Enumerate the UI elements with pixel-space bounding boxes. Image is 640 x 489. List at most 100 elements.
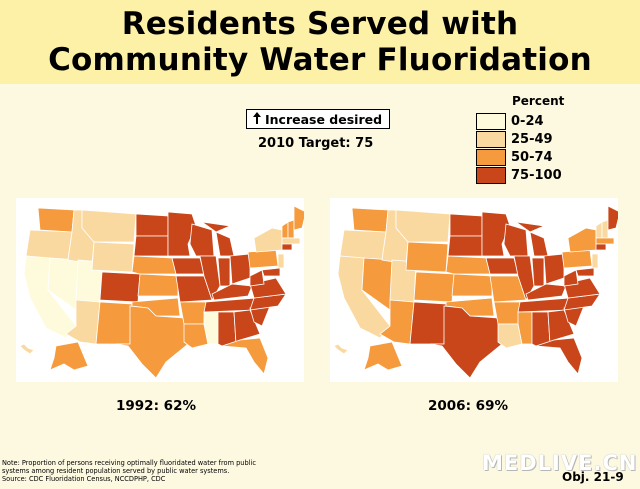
state-ma (595, 237, 615, 245)
footnote-line-3: Source: CDC Fluoridation Census, NCCDPHP… (2, 475, 166, 483)
state-or (25, 229, 73, 261)
state-mn (481, 211, 511, 257)
state-ar (493, 301, 521, 325)
state-ne (445, 255, 491, 275)
state-co (413, 271, 455, 303)
state-tx (115, 305, 189, 379)
state-ky (525, 283, 567, 301)
state-me (293, 205, 304, 231)
state-wa (37, 207, 75, 233)
state-in (531, 257, 545, 287)
state-ny (253, 227, 283, 253)
state-md (575, 267, 595, 277)
state-vt (595, 221, 603, 239)
state-tx (429, 305, 503, 379)
state-or (339, 229, 387, 261)
legend-swatch (476, 113, 506, 130)
state-me (607, 205, 618, 231)
state-sd (133, 235, 169, 257)
state-in (217, 257, 231, 287)
state-ms (517, 311, 533, 345)
state-nh (601, 219, 609, 239)
increase-desired-box: Increase desired (246, 109, 390, 129)
watermark: MEDLIVE.CN (482, 451, 638, 475)
target-label: 2010 Target: 75 (258, 136, 374, 151)
state-ks (137, 273, 179, 297)
state-wi (189, 223, 215, 257)
increase-desired-label: Increase desired (265, 112, 383, 127)
us-map-2006 (333, 205, 618, 379)
state-nm (409, 301, 447, 345)
state-ms (203, 311, 219, 345)
state-ak (49, 341, 89, 371)
state-vt (281, 221, 289, 239)
legend-label: 0-24 (511, 114, 544, 129)
legend-swatch (476, 167, 506, 184)
caption-1992: 1992: 62% (116, 398, 196, 414)
caption-2006: 2006: 69% (428, 398, 508, 414)
state-nj (277, 253, 285, 269)
state-ma (281, 237, 301, 245)
state-ky (211, 283, 253, 301)
state-nh (287, 219, 295, 239)
state-wy (405, 241, 449, 273)
legend-title: Percent (512, 94, 565, 108)
state-nm (95, 301, 133, 345)
legend-item-25-49: 25-49 (476, 131, 636, 149)
legend-item-50-74: 50-74 (476, 149, 636, 167)
state-ak (363, 341, 403, 371)
legend-swatch (476, 149, 506, 166)
state-la (497, 323, 523, 349)
title-line-1: Residents Served with (121, 6, 519, 42)
state-oh (229, 253, 251, 285)
state-ne (131, 255, 177, 275)
state-hi (19, 343, 35, 355)
state-oh (543, 253, 565, 285)
state-mt (81, 209, 137, 243)
state-mn (167, 211, 197, 257)
legend-label: 25-49 (511, 132, 553, 147)
state-la (183, 323, 209, 349)
state-fl (535, 337, 583, 375)
state-ia (485, 257, 519, 275)
legend-label: 75-100 (511, 168, 562, 183)
state-ct (595, 243, 607, 251)
slide-title: Residents Served with Community Water Fl… (0, 6, 640, 78)
state-co (99, 271, 141, 303)
state-wv (563, 269, 579, 287)
up-arrow-icon (253, 110, 261, 130)
state-wy (91, 241, 135, 273)
map-1992 (16, 198, 304, 382)
state-ia (171, 257, 205, 275)
state-md (261, 267, 281, 277)
state-fl (221, 337, 269, 375)
state-wi (503, 223, 529, 257)
state-nd (135, 213, 169, 237)
legend-swatch (476, 131, 506, 148)
state-al (217, 311, 237, 347)
state-sd (447, 235, 483, 257)
legend-label: 50-74 (511, 150, 553, 165)
footnote-line-1: Note: Proportion of persons receiving op… (2, 459, 256, 467)
legend-item-0-24: 0-24 (476, 113, 636, 131)
state-hi (333, 343, 349, 355)
title-line-2: Community Water Fluoridation (48, 42, 592, 78)
state-pa (561, 249, 593, 269)
footnote: Note: Proportion of persons receiving op… (2, 459, 332, 483)
state-ks (451, 273, 493, 297)
state-ar (179, 301, 207, 325)
state-pa (247, 249, 279, 269)
state-mt (395, 209, 451, 243)
state-al (531, 311, 551, 347)
state-nj (591, 253, 599, 269)
us-map-1992 (19, 205, 304, 379)
map-2006 (330, 198, 618, 382)
state-wa (351, 207, 389, 233)
state-ct (281, 243, 293, 251)
legend-item-75-100: 75-100 (476, 167, 636, 185)
state-ny (567, 227, 597, 253)
state-wv (249, 269, 265, 287)
state-nd (449, 213, 483, 237)
footnote-line-2: systems among resident population served… (2, 467, 230, 475)
title-band (0, 0, 640, 84)
